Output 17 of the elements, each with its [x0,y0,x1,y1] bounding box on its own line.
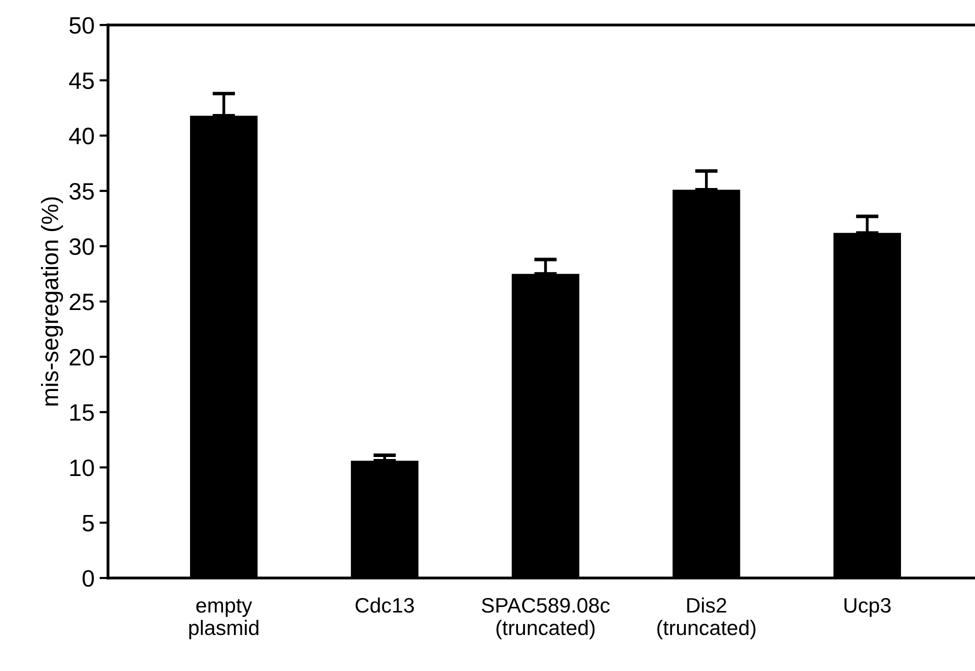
y-axis-title: mis-segregation (%) [40,197,63,406]
y-tick-label: 45 [69,72,94,90]
y-tick-label: 0 [82,570,94,587]
x-tick-label: SPAC589.08c (truncated) [482,598,610,640]
y-tick-label: 40 [69,128,94,144]
x-tick-label: Ucp3 [844,598,891,617]
x-tick-label: Dis2 (truncated) [657,597,756,640]
y-tick-label: 10 [70,459,94,476]
y-tick-label: 15 [70,404,94,421]
y-tick-label: 35 [69,182,94,200]
x-tick-label: empty plasmid [189,599,258,640]
x-tick-label: Cdc13 [356,597,414,613]
y-tick-label: 5 [82,515,94,532]
y-tick-label: 30 [69,238,94,255]
y-tick-label: 25 [70,294,94,310]
y-tick-label: 50 [69,17,94,34]
y-tick-label: 20 [70,348,94,366]
